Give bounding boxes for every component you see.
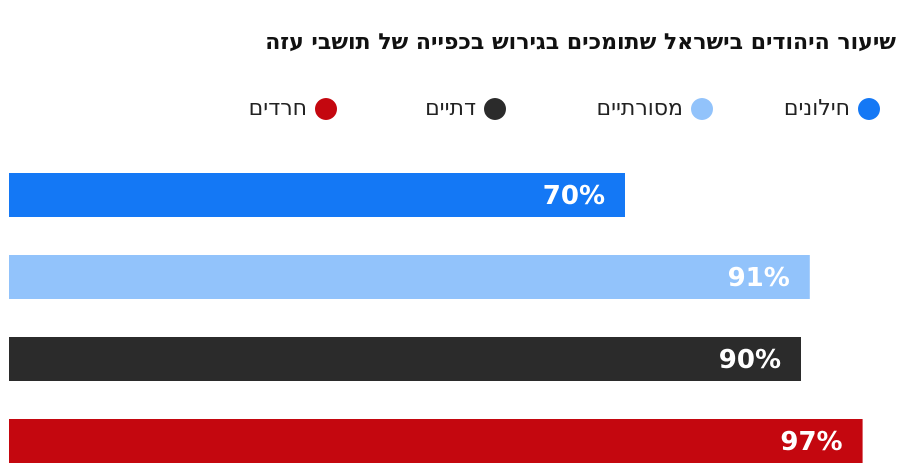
bar-value-label: 97% [780,427,842,457]
legend-label: דתיים [425,96,476,121]
chart-legend: חילונים מסורתיים דתיים חרדים [0,96,900,124]
legend-swatch [484,97,506,120]
legend-label: חרדים [248,96,307,121]
legend-item-haredi: חרדים [249,96,337,121]
legend-item-traditional: מסורתיים [596,96,713,121]
bar [9,337,801,381]
bar [9,419,863,463]
bar [9,173,625,217]
bar-value-label: 90% [719,345,781,375]
legend-label: מסורתיים [596,96,683,121]
legend-label: חילונים [783,96,850,121]
bar [9,255,810,299]
legend-swatch [315,97,337,120]
legend-item-secular: חילונים [784,96,880,121]
legend-swatch [691,97,713,120]
legend-item-religious: דתיים [425,96,506,121]
bar-value-label: 70% [543,181,605,211]
bar-value-label: 91% [728,263,790,293]
chart-title: שיעור היהודים בישראל שתומכים בגירוש בכפי… [265,30,896,55]
legend-swatch [858,97,880,120]
